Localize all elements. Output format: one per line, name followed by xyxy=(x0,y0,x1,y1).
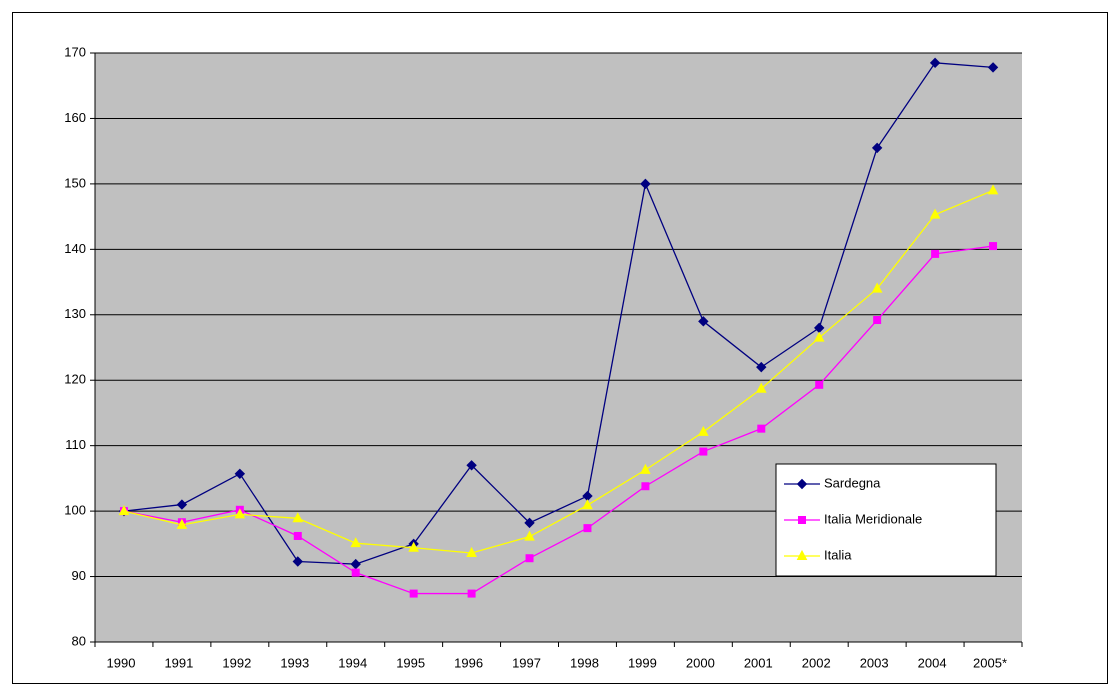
y-tick-label: 90 xyxy=(72,568,86,583)
marker xyxy=(987,184,999,195)
marker xyxy=(640,463,651,474)
marker xyxy=(873,316,882,325)
x-tick-label: 2005* xyxy=(973,655,1007,670)
marker xyxy=(292,556,303,567)
legend-label: Italia xyxy=(824,547,852,562)
marker xyxy=(408,541,419,552)
marker xyxy=(987,62,999,73)
marker xyxy=(796,549,808,560)
y-tick-label: 160 xyxy=(64,110,86,125)
marker xyxy=(409,589,418,598)
x-tick-label: 2000 xyxy=(686,655,715,670)
marker xyxy=(350,537,362,548)
legend-label: Italia Meridionale xyxy=(824,511,922,526)
y-tick-label: 140 xyxy=(64,241,86,256)
marker xyxy=(698,425,709,436)
x-tick-label: 1994 xyxy=(338,655,367,670)
marker xyxy=(757,424,766,433)
x-tick-label: 1992 xyxy=(222,655,251,670)
legend: Sardegna Italia Meridionale Italia xyxy=(775,463,997,577)
marker xyxy=(989,242,998,251)
marker xyxy=(525,554,534,563)
marker xyxy=(931,249,940,258)
marker xyxy=(698,316,709,327)
marker xyxy=(234,508,246,519)
x-tick-label: 2002 xyxy=(802,655,831,670)
marker xyxy=(524,517,535,529)
x-tick-label: 2001 xyxy=(744,655,773,670)
x-tick-label: 1998 xyxy=(570,655,599,670)
y-tick-label: 170 xyxy=(64,44,86,59)
marker xyxy=(755,382,767,393)
y-tick-label: 150 xyxy=(64,175,86,190)
marker xyxy=(351,568,360,577)
marker xyxy=(583,524,592,533)
series-line xyxy=(123,62,994,565)
marker xyxy=(582,499,593,510)
marker xyxy=(234,468,246,480)
y-tick-label: 80 xyxy=(72,633,86,648)
marker xyxy=(815,380,824,389)
marker xyxy=(871,282,883,293)
marker xyxy=(118,505,130,516)
x-tick-label: 1997 xyxy=(512,655,541,670)
marker xyxy=(756,361,767,373)
marker xyxy=(871,142,883,154)
x-tick-label: 1993 xyxy=(280,655,309,670)
marker xyxy=(813,331,825,342)
marker xyxy=(641,482,650,491)
marker xyxy=(796,478,808,490)
x-tick-label: 1991 xyxy=(164,655,193,670)
y-tick-label: 100 xyxy=(64,503,86,518)
x-tick-label: 2003 xyxy=(860,655,889,670)
marker xyxy=(350,558,361,570)
marker xyxy=(466,460,477,471)
marker xyxy=(176,499,188,510)
legend-label: Sardegna xyxy=(824,475,881,490)
marker xyxy=(176,518,188,529)
marker xyxy=(292,512,304,523)
marker xyxy=(929,57,941,69)
x-tick-label: 1990 xyxy=(107,655,136,670)
marker xyxy=(929,208,941,219)
marker xyxy=(640,178,651,190)
marker xyxy=(699,447,708,456)
marker xyxy=(293,531,302,540)
marker xyxy=(467,589,476,598)
y-tick-label: 120 xyxy=(64,372,86,387)
series-line xyxy=(123,245,994,595)
x-tick-label: 1995 xyxy=(396,655,425,670)
y-tick-label: 110 xyxy=(65,437,86,452)
marker xyxy=(466,546,477,557)
marker xyxy=(798,516,806,524)
marker xyxy=(524,530,535,541)
y-tick-label: 130 xyxy=(64,306,86,321)
x-tick-label: 2004 xyxy=(918,655,947,670)
x-tick-label: 1999 xyxy=(628,655,657,670)
series-line xyxy=(123,189,994,554)
x-tick-label: 1996 xyxy=(454,655,483,670)
